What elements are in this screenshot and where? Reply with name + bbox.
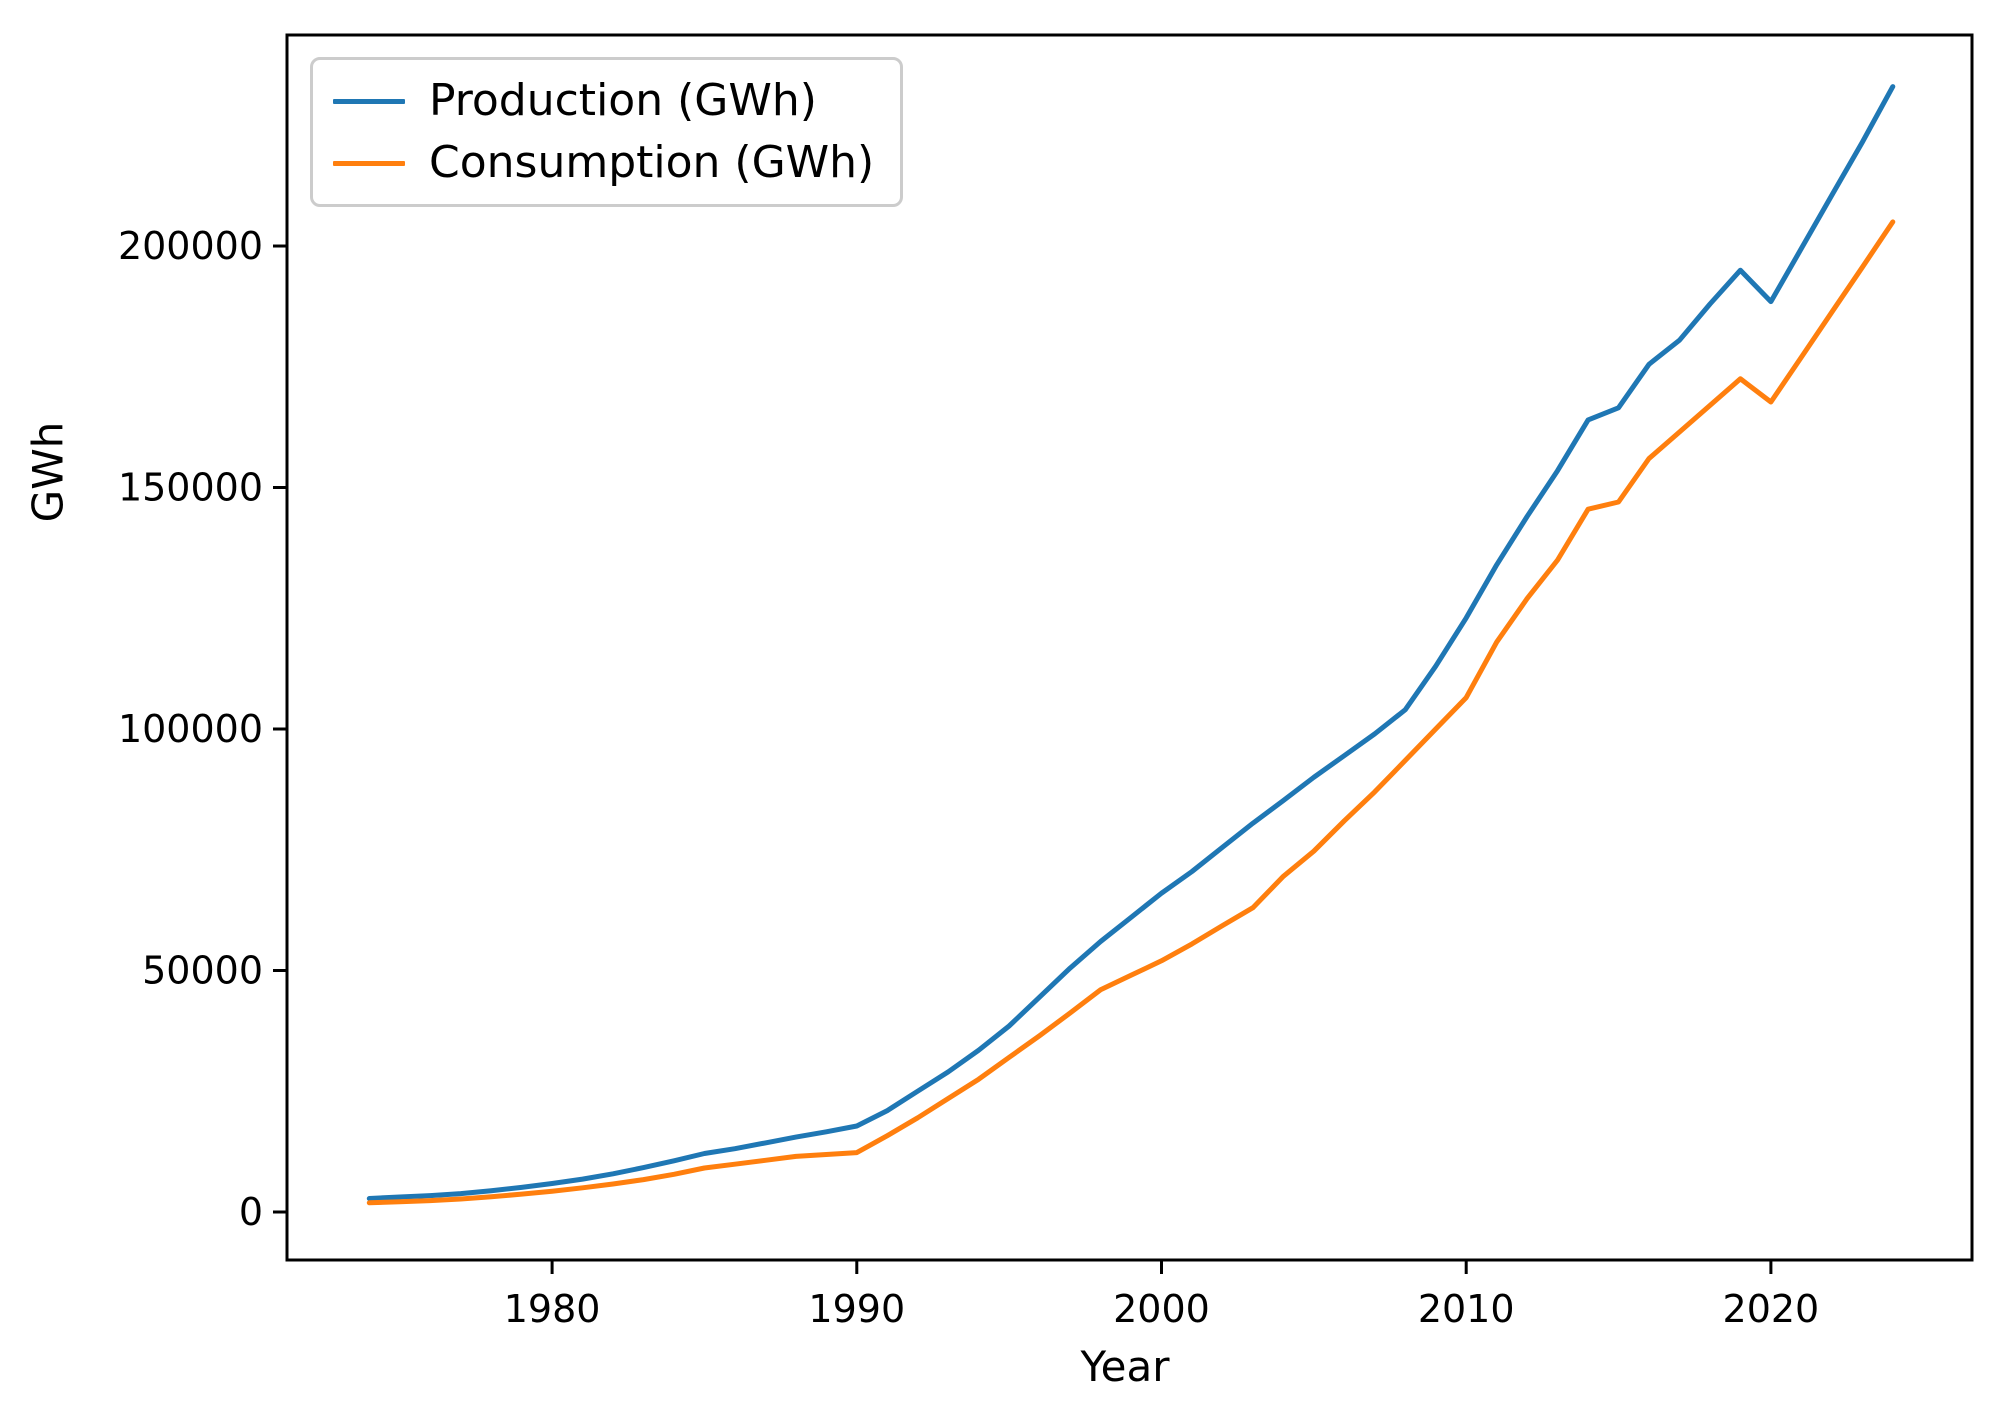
y-tick-label: 100000 <box>118 707 263 751</box>
legend: Production (GWh) Consumption (GWh) <box>310 57 904 207</box>
x-tick-label: 2020 <box>1723 1287 1820 1331</box>
x-tick-label: 2000 <box>1113 1287 1210 1331</box>
x-tick-label: 1990 <box>808 1287 905 1331</box>
production-line <box>366 84 1896 1201</box>
consumption-line-swatch <box>333 160 405 166</box>
x-axis-title: Year <box>1080 1342 1170 1391</box>
consumption-line <box>366 219 1896 1206</box>
y-tick-label: 50000 <box>142 948 263 992</box>
y-tick-label: 0 <box>239 1190 263 1234</box>
legend-label-production: Production (GWh) <box>429 75 817 126</box>
y-tick-label: 200000 <box>118 224 263 268</box>
axes-frame <box>285 33 1974 1262</box>
legend-item-consumption: Consumption (GWh) <box>333 136 874 190</box>
legend-label-consumption: Consumption (GWh) <box>429 137 875 188</box>
x-tick-label: 2010 <box>1418 1287 1515 1331</box>
y-tick-label: 150000 <box>118 466 263 510</box>
production-line-swatch <box>333 98 405 104</box>
x-tick-label: 1980 <box>504 1287 601 1331</box>
legend-item-production: Production (GWh) <box>333 74 874 128</box>
y-axis-title: GWh <box>23 421 73 523</box>
